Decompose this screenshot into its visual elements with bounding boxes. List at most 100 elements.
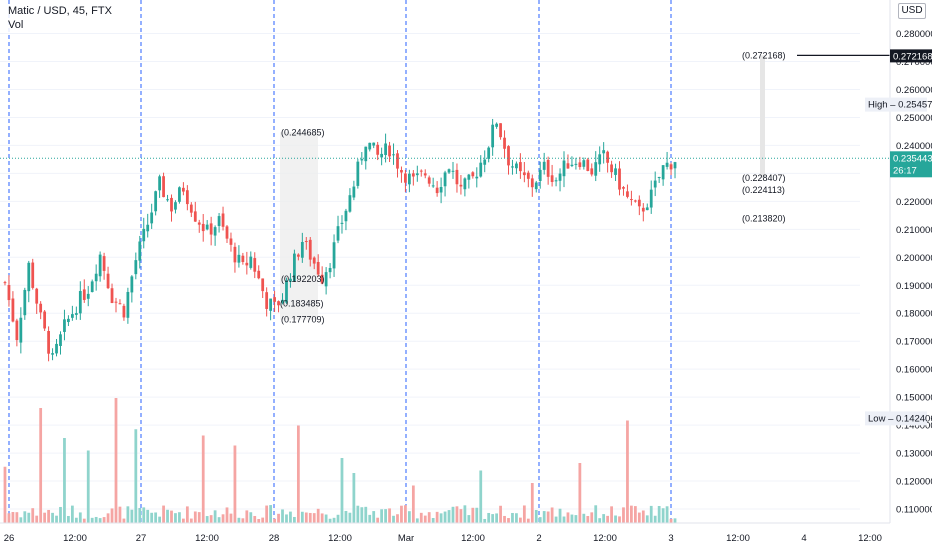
symbol-title[interactable]: Matic / USD, 45, FTX [8,5,112,17]
candle-body[interactable] [435,187,439,194]
candle-body[interactable] [479,162,483,177]
candle-body[interactable] [59,334,62,346]
candle-body[interactable] [142,228,146,242]
candle-body[interactable] [70,314,74,318]
candle-body[interactable] [249,256,253,268]
candle-body[interactable] [538,169,542,181]
candle-body[interactable] [241,255,245,262]
candle-body[interactable] [384,143,387,156]
candle-body[interactable] [519,162,522,172]
candle-body[interactable] [237,254,241,263]
candle-body[interactable] [404,173,407,183]
candle-body[interactable] [455,169,459,185]
candle-body[interactable] [669,164,673,170]
candle-body[interactable] [138,241,142,261]
candle-body[interactable] [400,169,403,173]
candle-body[interactable] [201,223,205,232]
candle-body[interactable] [281,299,284,303]
candle-body[interactable] [3,282,7,284]
candle-body[interactable] [43,311,47,329]
candle-body[interactable] [499,123,502,138]
price-annotation[interactable]: (0.272168) [742,50,786,60]
candle-body[interactable] [340,222,344,224]
candle-body[interactable] [19,317,23,343]
price-annotation[interactable]: (0.244685) [281,127,325,137]
candle-body[interactable] [372,142,376,146]
candle-body[interactable] [618,168,621,190]
candle-body[interactable] [170,197,173,212]
candle-body[interactable] [419,170,423,172]
candle-body[interactable] [130,276,134,293]
candle-body[interactable] [364,146,368,162]
candle-body[interactable] [39,303,43,313]
candle-body[interactable] [431,185,435,187]
candle-body[interactable] [447,169,451,173]
candle-body[interactable] [110,288,114,304]
candle-body[interactable] [114,301,118,303]
candle-body[interactable] [174,202,177,210]
candle-body[interactable] [35,288,39,304]
candle-body[interactable] [542,161,546,170]
candle-body[interactable] [23,289,27,316]
candle-body[interactable] [47,331,50,354]
price-annotation[interactable]: (0.224113) [742,185,785,195]
candle-body[interactable] [106,273,110,289]
candle-body[interactable] [150,212,154,224]
candle-body[interactable] [388,145,391,157]
price-annotation[interactable]: (0.177709) [281,315,325,325]
candle-body[interactable] [332,242,336,269]
candle-body[interactable] [31,262,35,288]
candle-body[interactable] [471,172,475,177]
candle-body[interactable] [554,180,558,182]
candle-body[interactable] [63,319,66,332]
candle-body[interactable] [423,173,427,176]
candle-body[interactable] [463,178,467,190]
candle-body[interactable] [598,154,602,165]
candle-body[interactable] [649,189,653,208]
candle-body[interactable] [166,199,169,201]
candle-body[interactable] [312,257,316,264]
candle-body[interactable] [273,297,276,302]
candle-body[interactable] [661,165,665,180]
candle-body[interactable] [558,173,562,181]
candle-body[interactable] [158,176,161,191]
price-annotation[interactable]: (0.192203) [281,274,325,284]
candle-body[interactable] [574,163,578,165]
candle-body[interactable] [606,151,610,163]
candle-body[interactable] [614,168,617,175]
candle-body[interactable] [475,176,479,179]
candle-body[interactable] [193,211,197,222]
candle-body[interactable] [94,273,98,282]
candle-body[interactable] [610,164,613,173]
candle-body[interactable] [74,313,78,315]
candle-body[interactable] [411,173,415,177]
candle-body[interactable] [657,176,661,178]
candle-body[interactable] [360,159,364,161]
candle-body[interactable] [289,278,292,282]
candle-body[interactable] [566,163,570,169]
candle-body[interactable] [257,270,261,279]
candle-body[interactable] [197,222,201,225]
price-annotation[interactable]: (0.228407) [742,173,786,183]
candle-body[interactable] [134,260,138,275]
candle-body[interactable] [467,174,471,180]
candle-body[interactable] [546,159,550,177]
candle-body[interactable] [78,291,82,314]
candle-body[interactable] [653,180,657,188]
candle-body[interactable] [578,162,582,168]
candle-body[interactable] [261,278,265,292]
candle-body[interactable] [320,274,324,284]
candle-body[interactable] [293,253,296,282]
candle-body[interactable] [392,154,395,156]
candle-body[interactable] [570,164,574,166]
candle-body[interactable] [451,170,455,172]
candle-body[interactable] [586,159,590,171]
candle-body[interactable] [344,210,348,222]
candle-body[interactable] [126,291,130,318]
candle-body[interactable] [673,162,677,169]
ray-price-badge[interactable] [890,49,932,63]
candle-body[interactable] [182,187,185,192]
current-price-badge[interactable] [890,151,932,178]
candle-body[interactable] [146,224,150,232]
candle-body[interactable] [221,213,225,227]
